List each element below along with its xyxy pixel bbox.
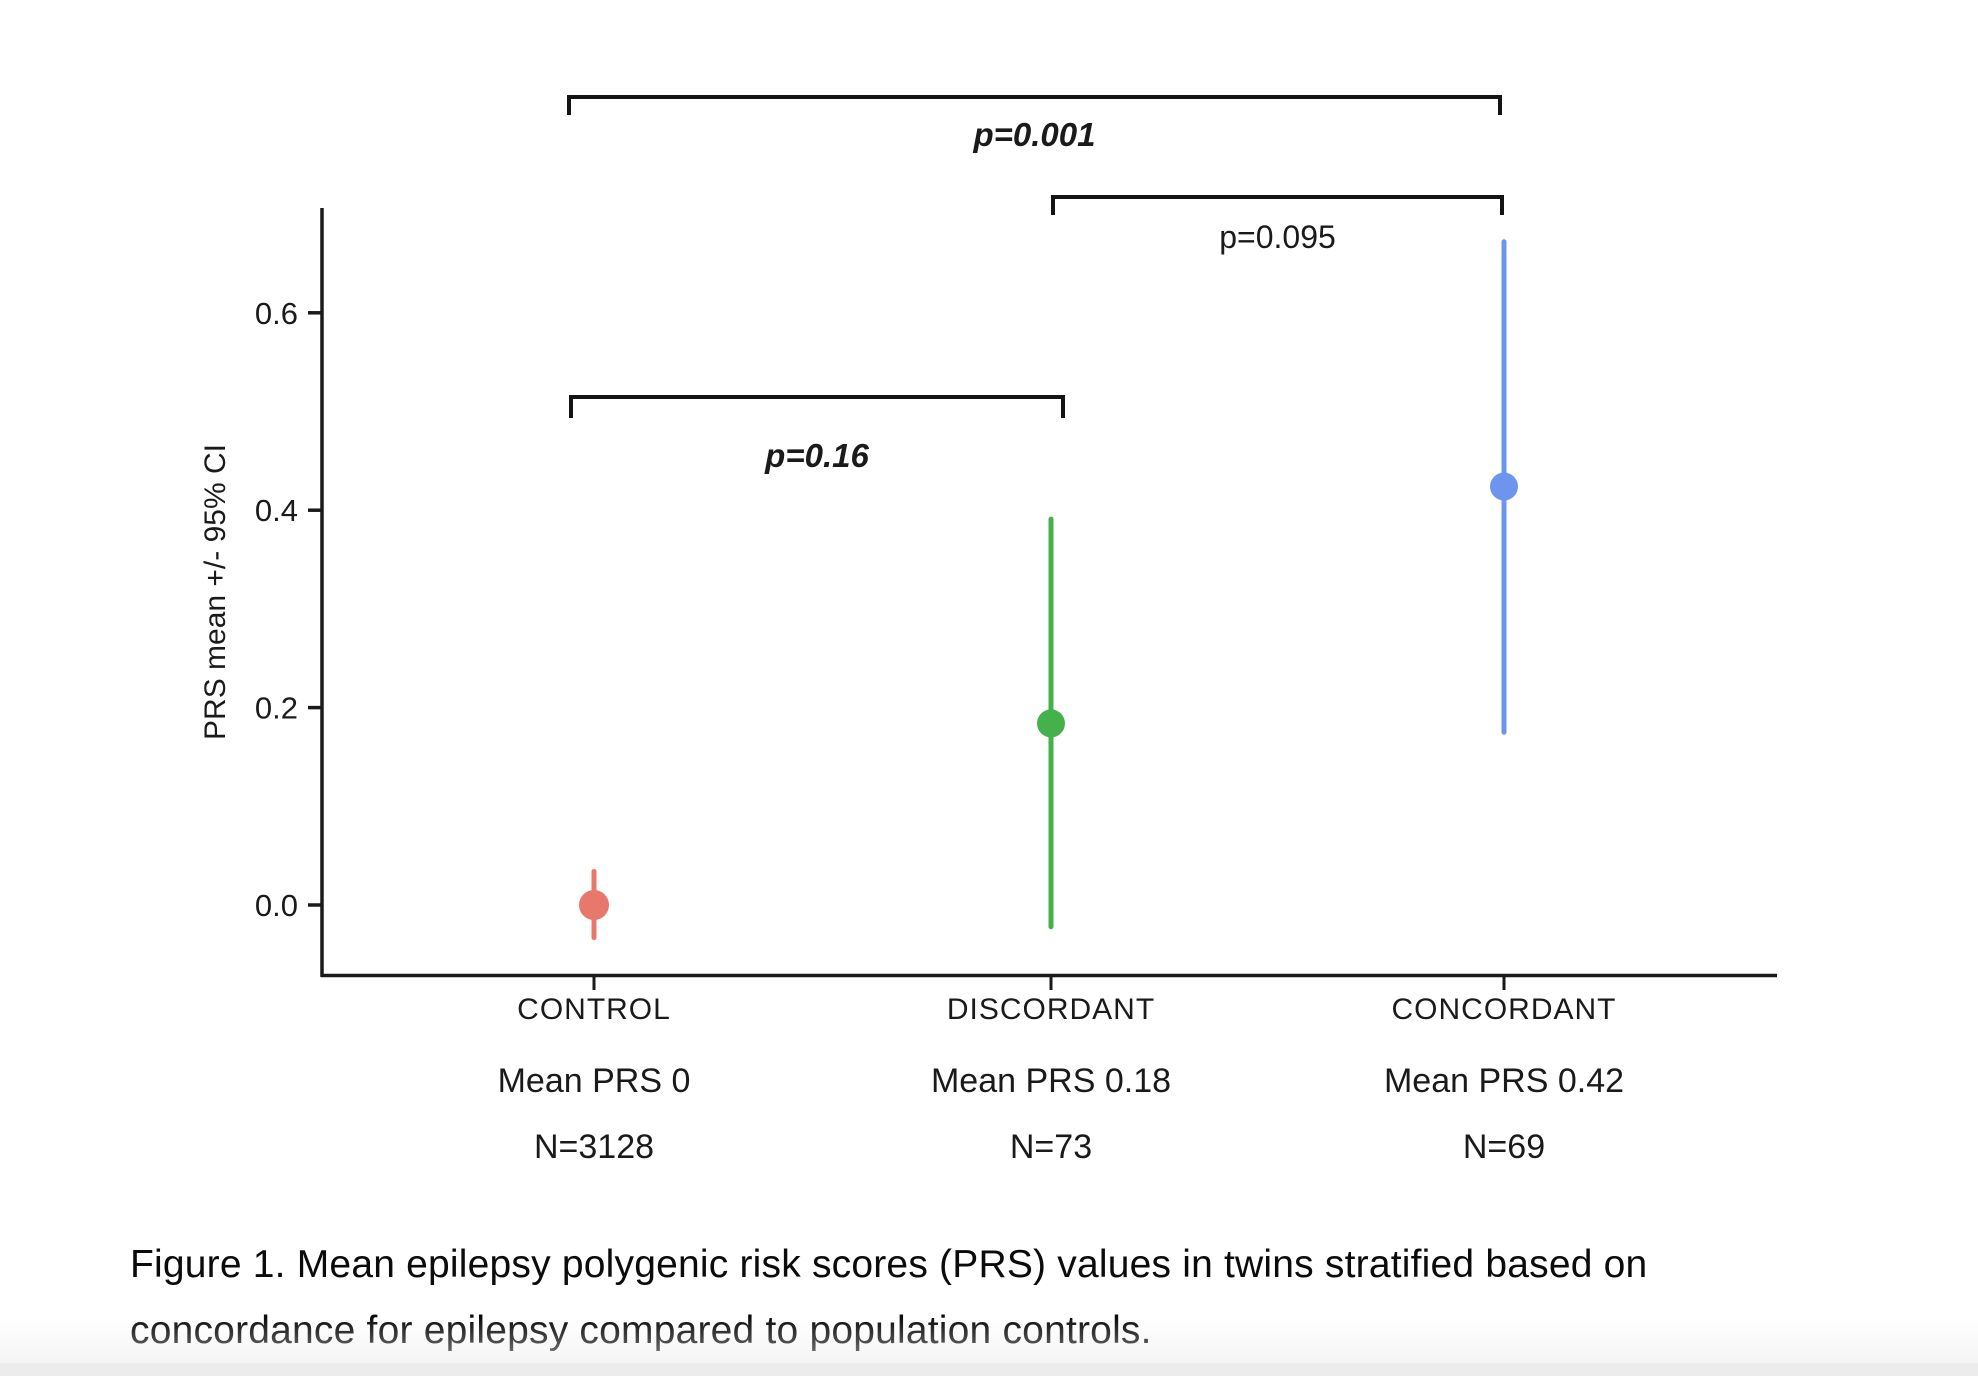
pvalue-label-1: p=0.001 [972, 116, 1095, 153]
pvalue-bracket-2 [1051, 195, 1504, 215]
figure-caption-line1: Figure 1. Mean epilepsy polygenic risk s… [130, 1243, 1648, 1286]
mean-point-control [579, 890, 609, 920]
y-tick-label-0.2: 0.2 [255, 691, 298, 726]
mean-prs-label-discordant: Mean PRS 0.18 [931, 1062, 1171, 1100]
pvalue-label-2: p=0.095 [1219, 219, 1336, 255]
group-label-discordant: DISCORDANT [947, 993, 1155, 1026]
mean-prs-label-control: Mean PRS 0 [498, 1062, 691, 1100]
mean-point-discordant [1037, 709, 1065, 738]
y-tick-label-0.0: 0.0 [255, 888, 298, 923]
y-axis-title: PRS mean +/- 95% CI [199, 444, 232, 740]
page-bottom-strip [0, 1363, 1978, 1376]
pvalue-bracket-1 [567, 95, 1502, 115]
y-tick-label-0.4: 0.4 [255, 493, 298, 528]
n-label-concordant: N=69 [1463, 1128, 1545, 1166]
n-label-discordant: N=73 [1010, 1128, 1092, 1166]
group-label-concordant: CONCORDANT [1392, 993, 1617, 1026]
y-tick-label-0.6: 0.6 [255, 296, 298, 331]
pvalue-bracket-3 [569, 395, 1065, 418]
page-bottom-fade [0, 1317, 1978, 1363]
mean-point-concordant [1490, 472, 1518, 501]
group-label-control: CONTROL [517, 993, 671, 1026]
mean-prs-label-concordant: Mean PRS 0.42 [1384, 1062, 1624, 1100]
n-label-control: N=3128 [534, 1128, 654, 1166]
pvalue-label-3: p=0.16 [764, 437, 869, 474]
prs-pointrange-chart: p=0.001 p=0.095 p=0.16 0.0 0.2 0.4 0.6 PRS mean… [199, 95, 1777, 1166]
